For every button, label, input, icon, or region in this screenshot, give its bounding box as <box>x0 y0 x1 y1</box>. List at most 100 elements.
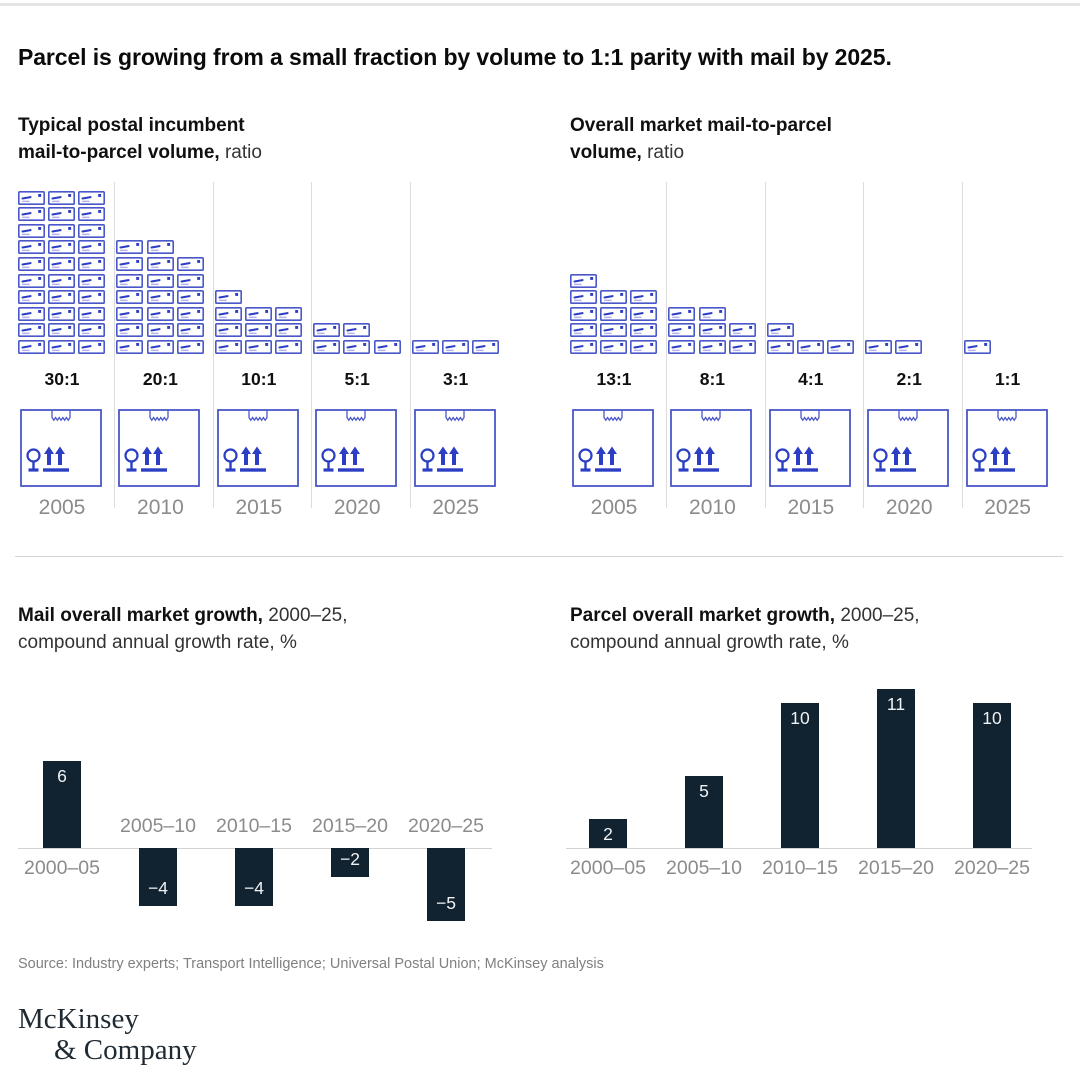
mail-envelope-icon <box>441 340 469 354</box>
heading-bold-line2: volume, <box>570 142 642 163</box>
mail-envelope-icon <box>570 340 597 354</box>
mail-envelope-icon <box>244 306 272 321</box>
mail-envelope-icon <box>570 273 597 288</box>
mail-envelope-stack <box>411 188 500 354</box>
mail-envelope-stack <box>116 188 204 354</box>
mail-envelope-row <box>766 323 855 338</box>
mail-envelope-row <box>214 340 303 354</box>
mail-envelope-icon <box>343 340 371 354</box>
parcel-box <box>867 409 950 492</box>
mail-envelope-icon <box>48 240 76 255</box>
parcel-growth-chart: Parcel overall market growth, 2000–25, c… <box>566 602 1066 947</box>
parcel-box-icon <box>413 409 496 487</box>
mail-envelope-icon <box>176 306 204 321</box>
ratio-label: 3:1 <box>442 369 469 389</box>
overall-chart-heading: Overall market mail-to-parcel volume, ra… <box>570 112 832 166</box>
mail-envelope-icon <box>895 340 923 354</box>
column-divider <box>666 182 668 508</box>
mail-envelope-icon <box>766 340 794 354</box>
bar-category-label: 2020–25 <box>954 857 1030 879</box>
mail-envelope-icon <box>600 340 628 354</box>
column-divider <box>409 182 411 508</box>
mail-envelope-icon <box>78 323 106 338</box>
parcel-growth-bar-plot: 2 2000–05 5 2005–10 10 2010–15 11 2015–20 10 2020… <box>566 680 1066 945</box>
mail-envelope-icon <box>78 223 106 238</box>
year-label: 2025 <box>432 496 479 519</box>
mail-envelope-icon <box>18 240 45 255</box>
parcel-box <box>572 409 654 492</box>
mail-envelope-icon <box>116 257 144 272</box>
bar-category-label: 2005–10 <box>666 857 742 879</box>
mail-envelope-row <box>116 273 204 288</box>
mail-envelope-icon <box>78 240 106 255</box>
mail-envelope-icon <box>630 340 658 354</box>
bar-2010–15 <box>781 703 819 848</box>
mail-envelope-row <box>865 340 953 354</box>
heading-unit: ratio <box>219 142 262 163</box>
mail-envelope-icon <box>176 273 204 288</box>
incumbent-pictogram-plot: 30:1 2005 20:1 2010 10:1 2015 5:1 2020 3:1 2025 <box>18 112 510 527</box>
mail-envelope-icon <box>146 290 174 305</box>
logo-line1: McKinsey <box>18 1003 139 1035</box>
page-title: Parcel is growing from a small fraction … <box>18 44 892 70</box>
mail-envelope-row <box>668 323 756 338</box>
parcel-box-icon <box>768 409 851 487</box>
mail-envelope-icon <box>48 306 76 321</box>
mail-envelope-icon <box>728 340 756 354</box>
mail-envelope-icon <box>313 340 341 354</box>
mail-envelope-icon <box>48 223 76 238</box>
mail-envelope-icon <box>146 306 174 321</box>
ratio-label: 30:1 <box>44 369 80 389</box>
mail-envelope-icon <box>78 290 106 305</box>
year-label: 2010 <box>689 496 736 519</box>
mail-growth-chart: Mail overall market growth, 2000–25, com… <box>18 602 518 947</box>
mail-envelope-row <box>570 340 658 354</box>
mail-envelope-row <box>18 323 106 338</box>
mail-envelope-row <box>116 257 204 272</box>
mail-envelope-icon <box>18 190 45 205</box>
mail-envelope-icon <box>668 306 696 321</box>
mail-envelope-icon <box>343 323 371 338</box>
bar-value-label: −2 <box>340 849 360 869</box>
mail-envelope-icon <box>116 323 144 338</box>
ratio-label: 5:1 <box>344 369 370 389</box>
heading-unit: compound annual growth rate, % <box>570 632 849 653</box>
parcel-box <box>20 409 102 492</box>
mail-envelope-row <box>116 290 204 305</box>
mail-envelope-icon <box>630 290 658 305</box>
mail-envelope-icon <box>176 290 204 305</box>
mail-envelope-row <box>963 340 1052 354</box>
heading-bold-line1: Overall market mail-to-parcel <box>570 115 832 136</box>
column-divider <box>212 182 214 508</box>
parcel-box <box>965 409 1048 492</box>
mail-envelope-stack <box>963 188 1052 354</box>
bar-value-label: 11 <box>886 693 906 714</box>
mail-envelope-icon <box>244 340 272 354</box>
mail-envelope-row <box>18 190 106 205</box>
bar-2010–15 <box>235 848 273 906</box>
bar-value-label: −5 <box>436 892 456 913</box>
mail-envelope-icon <box>146 240 174 255</box>
mail-envelope-icon <box>116 273 144 288</box>
mail-envelope-icon <box>116 240 144 255</box>
heading-period: 2000–25, <box>835 605 920 626</box>
mail-envelope-icon <box>214 323 242 338</box>
mail-envelope-row <box>116 340 204 354</box>
parcel-box-icon <box>670 409 753 487</box>
bar-2005–10 <box>685 775 723 848</box>
parcel-box-icon <box>572 409 654 487</box>
mail-envelope-icon <box>18 273 45 288</box>
bar-value-label: 10 <box>790 708 810 728</box>
mail-envelope-icon <box>48 323 76 338</box>
parcel-box-icon <box>867 409 950 487</box>
mail-envelope-icon <box>275 340 303 354</box>
mail-envelope-icon <box>176 340 204 354</box>
heading-unit: compound annual growth rate, % <box>18 632 297 653</box>
mail-growth-bar-plot: 6 2000–05 −4 2005–10 −4 2010–15 −2 2015–20 −5 202… <box>18 680 518 945</box>
mail-envelope-row <box>18 340 106 354</box>
mail-envelope-row <box>116 323 204 338</box>
parcel-growth-heading: Parcel overall market growth, 2000–25, c… <box>570 602 920 656</box>
mail-envelope-row <box>766 340 855 354</box>
mail-envelope-icon <box>176 323 204 338</box>
top-divider <box>0 3 1080 6</box>
